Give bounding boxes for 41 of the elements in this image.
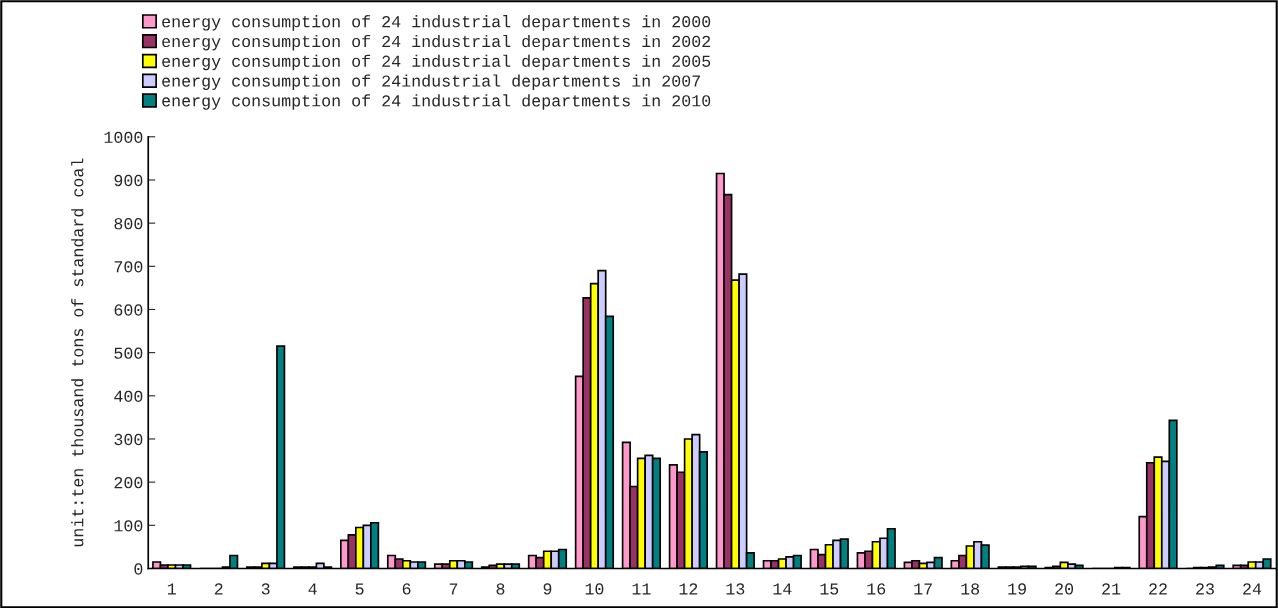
x-tick-label: 7 xyxy=(449,583,458,595)
legend-label: energy consumption of 24 industrial departments in 2000 xyxy=(162,15,711,31)
y-tick-label: 1000 xyxy=(104,131,143,143)
x-tick-label: 15 xyxy=(820,583,839,595)
x-tick-label: 19 xyxy=(1008,583,1026,595)
y-tick-label: 400 xyxy=(114,390,143,403)
x-tick-label: 24 xyxy=(1243,583,1262,595)
y-tick-label: 300 xyxy=(114,433,143,446)
y-tick-label: 900 xyxy=(114,174,143,187)
legend-label: energy consumption of 24 industrial departments in 2010 xyxy=(162,94,711,110)
legend-label: energy consumption of 24industrial departments in 2007 xyxy=(162,74,700,90)
y-tick-label: 700 xyxy=(114,261,143,273)
x-tick-label: 2 xyxy=(214,583,223,595)
x-tick-label: 6 xyxy=(402,583,411,595)
y-tick-label: 100 xyxy=(114,520,143,532)
x-tick-label: 11 xyxy=(632,583,651,595)
x-tick-label: 12 xyxy=(679,583,698,595)
x-tick-label: 23 xyxy=(1196,583,1214,595)
legend-label: energy consumption of 24 industrial departments in 2005 xyxy=(162,54,711,71)
x-tick-label: 9 xyxy=(543,583,552,595)
x-tick-label: 10 xyxy=(585,583,604,595)
y-tick-label: 200 xyxy=(114,477,143,489)
x-tick-label: 16 xyxy=(867,583,886,595)
y-tick-label: 600 xyxy=(114,304,143,316)
x-tick-label: 5 xyxy=(355,583,364,595)
x-tick-label: 14 xyxy=(773,583,792,595)
x-tick-label: 8 xyxy=(496,583,505,595)
y-tick-label: 800 xyxy=(114,218,143,230)
x-tick-label: 18 xyxy=(961,583,980,595)
y-axis-title: unit:ten thousand tons of standard coal xyxy=(71,158,84,547)
x-tick-label: 13 xyxy=(726,583,745,595)
y-tick-label: 500 xyxy=(114,347,143,359)
x-tick-label: 22 xyxy=(1149,583,1167,595)
x-tick-label: 3 xyxy=(261,583,270,595)
y-tick-label: 0 xyxy=(134,563,143,575)
x-tick-label: 1 xyxy=(167,583,176,595)
x-tick-label: 21 xyxy=(1102,583,1121,595)
legend-label: energy consumption of 24 industrial departments in 2002 xyxy=(162,34,711,51)
x-tick-label: 4 xyxy=(308,583,317,595)
x-tick-label: 17 xyxy=(914,583,932,595)
x-tick-label: 20 xyxy=(1055,583,1074,595)
